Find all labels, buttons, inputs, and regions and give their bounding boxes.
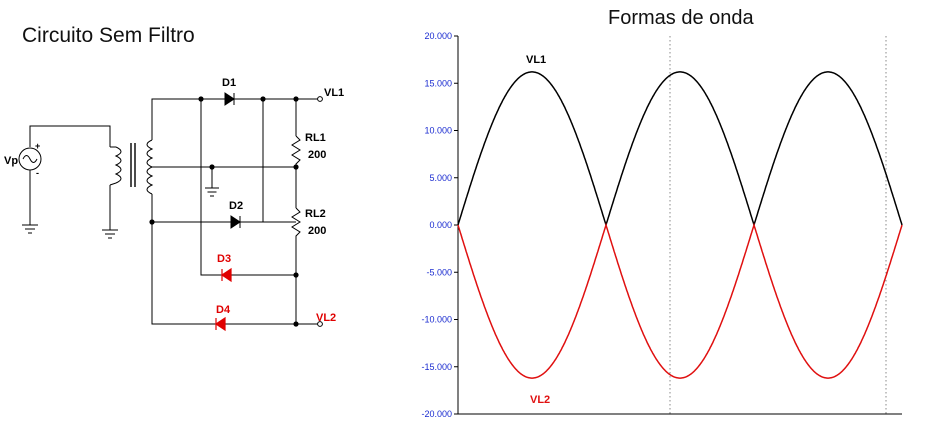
y-tick-label: -20.000 (421, 409, 452, 419)
d1-label: D1 (222, 77, 236, 89)
d4-label: D4 (216, 304, 231, 316)
y-tick-label: 5.000 (429, 173, 452, 183)
secondary-bottom-wire (151, 194, 296, 223)
source-label: Vp (4, 155, 18, 167)
y-tick-label: 20.000 (424, 31, 452, 41)
ground-primary (102, 229, 118, 239)
primary-wire-top (29, 125, 111, 147)
secondary-top-wire (151, 98, 318, 140)
chart-grid (457, 36, 902, 415)
y-tick-label: 0.000 (429, 220, 452, 230)
chart-title: Formas de onda (608, 7, 754, 29)
d2-diode-icon (230, 215, 241, 229)
d2-label: D2 (229, 200, 243, 212)
y-axis-ticks: 20.000 15.000 10.000 5.000 0.000 -5.000 -10.00… (421, 31, 458, 419)
vl2-terminal-label: VL2 (316, 312, 336, 324)
transformer-core (130, 143, 136, 187)
rl1-resistor (291, 135, 301, 167)
rl2-label: RL2 (305, 208, 326, 220)
rl1-label: RL1 (305, 132, 326, 144)
ground-left (22, 224, 38, 234)
series-vl2-line (457, 222, 903, 379)
d3-label: D3 (217, 253, 231, 265)
chart-axes (457, 36, 902, 415)
y-tick-label: -5.000 (426, 267, 452, 277)
rl2-value: 200 (308, 225, 326, 237)
source-minus-label: - (36, 168, 39, 178)
transformer-primary-coil (114, 146, 122, 184)
d4-diode-icon (214, 316, 226, 332)
series-vl1-line (457, 71, 903, 228)
junction-dots (149, 96, 299, 327)
vl1-terminal-label: VL1 (324, 87, 344, 99)
transformer-secondary-coil (146, 139, 154, 195)
y-tick-label: 10.000 (424, 126, 452, 136)
rl2-resistor (291, 207, 301, 324)
circuit-diagram (18, 92, 318, 325)
ground-center (205, 187, 219, 197)
rl1-value: 200 (308, 149, 326, 161)
bottom-loop-wire (151, 222, 318, 325)
terminal-dots (317, 96, 323, 327)
series-vl1-label: VL1 (526, 54, 546, 66)
ac-source-wave (22, 155, 38, 163)
y-tick-label: -15.000 (421, 362, 452, 372)
series-vl2-label: VL2 (530, 394, 550, 406)
source-plus-label: + (35, 141, 40, 151)
transformer-primary-lead (109, 146, 117, 186)
d1-d3-link (200, 99, 296, 276)
waveform-chart: 20.000 15.000 10.000 5.000 0.000 -5.000 -10.00… (421, 31, 903, 419)
y-tick-label: 15.000 (424, 78, 452, 88)
d3-diode-icon (220, 267, 232, 283)
y-tick-label: -10.000 (421, 315, 452, 325)
circuit-title: Circuito Sem Filtro (22, 24, 195, 47)
d1-diode-icon (224, 92, 235, 106)
negative-diodes (214, 267, 232, 332)
